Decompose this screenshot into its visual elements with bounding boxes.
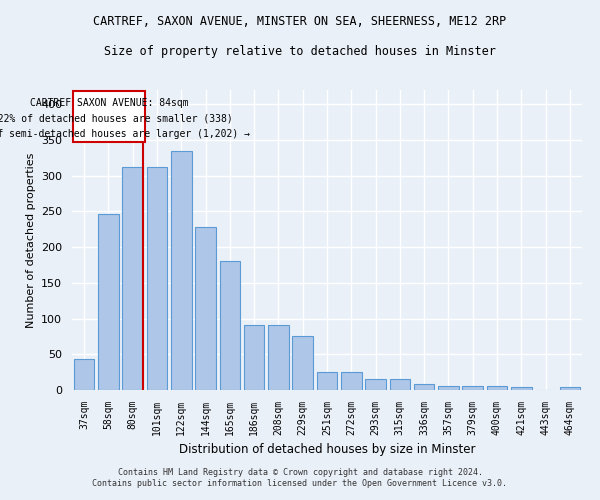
- Bar: [244, 325, 265, 390]
- Bar: [560, 387, 580, 390]
- Text: CARTREF SAXON AVENUE: 84sqm: CARTREF SAXON AVENUE: 84sqm: [30, 98, 188, 108]
- Y-axis label: Number of detached properties: Number of detached properties: [26, 152, 35, 328]
- Bar: [171, 150, 191, 390]
- Bar: [195, 227, 216, 390]
- Bar: [146, 167, 167, 390]
- Bar: [511, 387, 532, 390]
- Bar: [487, 386, 508, 390]
- Text: ← 22% of detached houses are smaller (338): ← 22% of detached houses are smaller (33…: [0, 114, 233, 124]
- Text: Contains HM Land Registry data © Crown copyright and database right 2024.
Contai: Contains HM Land Registry data © Crown c…: [92, 468, 508, 487]
- X-axis label: Distribution of detached houses by size in Minster: Distribution of detached houses by size …: [179, 444, 475, 456]
- Bar: [122, 167, 143, 390]
- Bar: [365, 378, 386, 390]
- Bar: [292, 336, 313, 390]
- Bar: [317, 372, 337, 390]
- Text: CARTREF, SAXON AVENUE, MINSTER ON SEA, SHEERNESS, ME12 2RP: CARTREF, SAXON AVENUE, MINSTER ON SEA, S…: [94, 15, 506, 28]
- Bar: [389, 378, 410, 390]
- Bar: [220, 262, 240, 390]
- Bar: [463, 386, 483, 390]
- Bar: [74, 358, 94, 390]
- Bar: [98, 214, 119, 390]
- Bar: [438, 386, 459, 390]
- Text: 77% of semi-detached houses are larger (1,202) →: 77% of semi-detached houses are larger (…: [0, 128, 250, 138]
- Bar: [268, 325, 289, 390]
- Bar: [341, 372, 362, 390]
- Bar: [414, 384, 434, 390]
- Text: Size of property relative to detached houses in Minster: Size of property relative to detached ho…: [104, 45, 496, 58]
- FancyBboxPatch shape: [73, 92, 145, 142]
